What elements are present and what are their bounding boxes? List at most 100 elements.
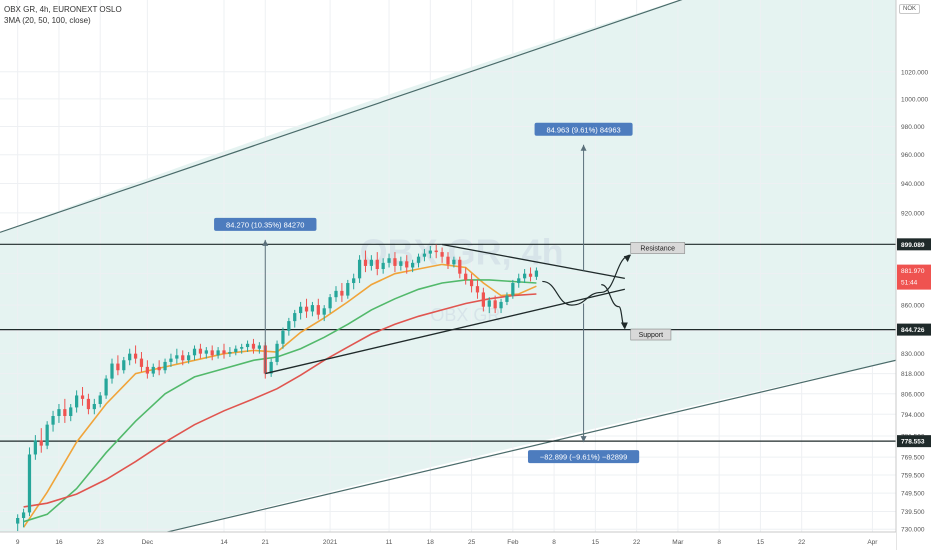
candle-body <box>57 409 61 417</box>
candle-body <box>104 378 108 396</box>
y-tick-label: 1020.000 <box>901 69 928 76</box>
annotation-box <box>630 328 672 341</box>
candle-body <box>310 305 315 312</box>
candle-body <box>110 363 114 379</box>
level-price-label-box <box>897 323 931 336</box>
candle-body <box>493 300 497 309</box>
y-tick-label: 960.000 <box>901 152 925 159</box>
chart-title[interactable]: OBX GR, 4h, EURONEXT OSLO <box>4 5 122 14</box>
x-tick-label: 18 <box>427 539 435 546</box>
candle-body <box>416 256 421 263</box>
candle-body <box>534 270 539 277</box>
candle-body <box>163 361 167 371</box>
candle-body <box>523 273 527 279</box>
measure-arrowhead <box>580 144 587 151</box>
candle-body <box>245 343 250 348</box>
candle-body <box>45 424 49 446</box>
x-tick-label: Feb <box>507 539 519 546</box>
candle-body <box>440 252 444 257</box>
candle-body <box>381 262 385 270</box>
candle-body <box>322 308 326 315</box>
y-tick-label: 749.500 <box>901 491 925 498</box>
measure-arrowhead <box>262 239 269 246</box>
measure-label: 84.963 (9.61%) 84963 <box>546 125 620 134</box>
candle-body <box>216 350 220 356</box>
x-tick-label: 15 <box>592 539 600 546</box>
candle-body <box>281 330 285 344</box>
candle-body <box>257 345 261 349</box>
candle-body <box>251 343 256 349</box>
measure-label-box <box>214 217 317 231</box>
measure-label-box <box>534 122 633 136</box>
candle-body <box>446 256 450 265</box>
candle-body <box>133 353 138 359</box>
x-tick-label: 15 <box>757 539 765 546</box>
y-tick-label: 980.000 <box>901 124 925 131</box>
projection-bullish-path <box>542 254 631 306</box>
candle-body <box>122 360 126 371</box>
x-tick-label: 2021 <box>323 539 338 546</box>
candle-body <box>352 278 356 284</box>
candle-body <box>187 355 191 361</box>
candle-body <box>304 306 309 312</box>
measure-arrowhead <box>580 436 587 443</box>
x-tick-label: 8 <box>552 539 556 546</box>
y-tick-label: 818.000 <box>901 371 925 378</box>
candle-body <box>69 407 73 417</box>
x-tick-label: 16 <box>55 539 63 546</box>
watermark-name: OBX GR <box>430 305 500 325</box>
candle-body <box>145 366 149 374</box>
candle-body <box>411 262 415 268</box>
x-tick-label: 21 <box>262 539 270 546</box>
candle-body <box>157 366 161 371</box>
candle-body <box>458 259 462 274</box>
x-tick-label: Apr <box>867 539 878 546</box>
candle-body <box>387 258 391 263</box>
candle-body <box>357 259 362 279</box>
candle-body <box>363 259 368 266</box>
candle-body <box>334 290 338 298</box>
measure-label: 84.270 (10.35%) 84270 <box>226 220 304 229</box>
last-price-countdown: 51:44 <box>901 280 918 287</box>
candle-body <box>452 259 456 265</box>
x-tick-label: Dec <box>142 539 154 546</box>
candle-body <box>80 395 85 399</box>
channel-upper-line <box>0 0 683 233</box>
candle-body <box>234 348 238 353</box>
level-price-label: 899.089 <box>901 242 925 249</box>
y-tick-label: 759.500 <box>901 473 925 480</box>
candle-body <box>269 361 273 374</box>
candle-body <box>340 290 344 296</box>
candle-body <box>481 292 485 307</box>
candle-body <box>139 358 144 367</box>
candle-body <box>287 321 291 331</box>
candle-body <box>16 517 20 524</box>
candle-body <box>98 395 102 404</box>
candle-body <box>393 258 397 266</box>
candle-body <box>275 343 279 362</box>
indicator-legend[interactable]: 3MA (20, 50, 100, close) <box>4 16 91 25</box>
level-price-label: 844.726 <box>901 327 925 334</box>
candle-body <box>198 348 203 354</box>
y-tick-label: 1000.000 <box>901 96 928 103</box>
candle-body <box>511 283 515 296</box>
candle-body <box>475 286 480 293</box>
currency-badge: NOK <box>898 4 920 14</box>
y-tick-label: 806.000 <box>901 391 925 398</box>
candle-body <box>228 352 232 354</box>
candle-body <box>192 348 197 356</box>
candle-body <box>346 283 350 296</box>
x-tick-label: 14 <box>220 539 228 546</box>
candle-body <box>369 259 373 266</box>
y-tick-label: 920.000 <box>901 210 925 217</box>
candle-body <box>27 454 32 513</box>
ma-line-ma50 <box>23 279 537 523</box>
y-tick-label: 860.000 <box>901 303 925 310</box>
candle-body <box>116 363 120 371</box>
x-tick-label: Mar <box>672 539 684 546</box>
candle-body <box>222 350 226 354</box>
level-price-label-box <box>897 238 931 251</box>
candle-body <box>299 306 303 314</box>
